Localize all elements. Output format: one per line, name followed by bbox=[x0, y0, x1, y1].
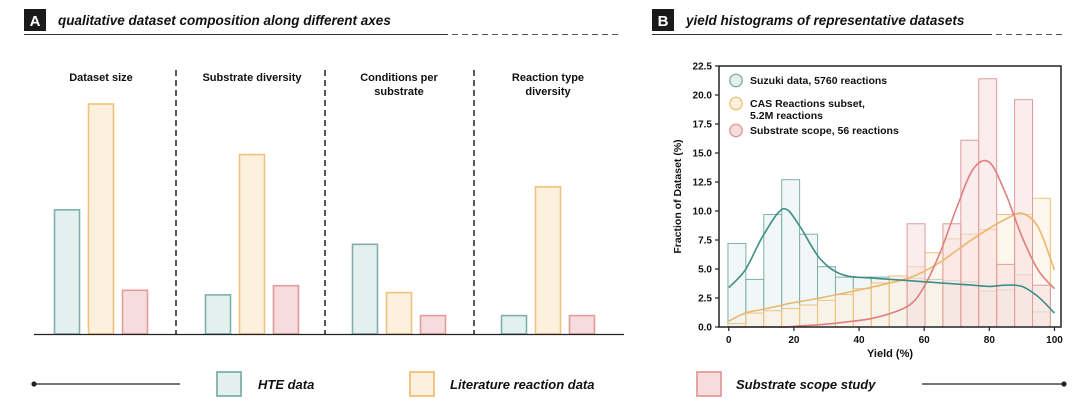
panel-a-letter-box bbox=[24, 9, 46, 31]
hist-bar-substrate-16 bbox=[996, 263, 1016, 328]
legend-swatch-hte bbox=[216, 371, 242, 397]
hist-bar-literature-3 bbox=[763, 310, 783, 328]
bar-hte-4 bbox=[500, 314, 528, 335]
hist-bar-literature-10 bbox=[888, 275, 908, 328]
panel-a-bars bbox=[53, 103, 596, 335]
hist-bar-literature-9 bbox=[870, 282, 890, 328]
panel-b-xlabel: Yield (%) bbox=[867, 348, 913, 360]
x-tick-label-1: 0 bbox=[726, 335, 732, 346]
bar-literature-4 bbox=[534, 186, 562, 335]
legend-label-literature-line-1: CAS Reactions subset, bbox=[750, 98, 865, 110]
legend-marker-substrate bbox=[729, 123, 743, 138]
bar-hte-3 bbox=[351, 243, 379, 335]
x-tick-label-4: 60 bbox=[919, 335, 931, 346]
y-tick-label-5: 10.0 bbox=[693, 207, 713, 218]
kde-curve-suzuki bbox=[728, 207, 1056, 314]
panel-b-ticks: 0 20 40 60 80 100 0.0 2.5 5.0 7.5 10.0 12.5 15.0 17.5… bbox=[693, 62, 1064, 347]
panel-b-letter-box bbox=[652, 9, 674, 31]
y-tick-label-4: 7.5 bbox=[698, 236, 712, 247]
legend-label-hte: Suzuki data, 5760 reactions bbox=[750, 75, 887, 87]
bar-hte-1 bbox=[53, 209, 81, 335]
y-tick-label-10: 22.5 bbox=[693, 62, 713, 73]
y-tick-label-3: 5.0 bbox=[698, 265, 712, 276]
panel-b-chart: 0 20 40 60 80 100 0.0 2.5 5.0 7.5 10.0 12.5 15.0 17.5… bbox=[672, 62, 1063, 361]
panel-a-category-labels: Dataset size Substrate diversity Condition… bbox=[69, 72, 584, 98]
panel-b-letter: B bbox=[658, 13, 669, 30]
category-label-4-line-2: diversity bbox=[525, 86, 571, 98]
bar-hte-2 bbox=[204, 294, 232, 335]
legend-marker-hte bbox=[729, 73, 743, 88]
hist-bar-literature-5 bbox=[799, 304, 819, 328]
hist-bar-literature-4 bbox=[781, 307, 801, 328]
y-tick-label-7: 15.0 bbox=[693, 149, 713, 160]
bar-literature-1 bbox=[87, 103, 115, 335]
legend-label-substrate: Substrate scope study bbox=[736, 377, 876, 392]
bar-substrate-2 bbox=[272, 284, 300, 335]
hist-bar-literature-12 bbox=[924, 252, 944, 328]
y-tick-label-2: 2.5 bbox=[698, 294, 712, 305]
y-tick-label-1: 0.0 bbox=[698, 323, 712, 334]
category-label-3-line-2: substrate bbox=[374, 86, 424, 98]
legend-swatch-substrate bbox=[696, 371, 722, 397]
bottom-legend: HTE data Literature reaction data Substr… bbox=[31, 371, 1067, 397]
legend-label-literature-line-2: 5.2M reactions bbox=[750, 110, 823, 122]
legend-label-substrate: Substrate scope, 56 reactions bbox=[750, 125, 899, 137]
category-label-4-line-1: Reaction type bbox=[512, 72, 584, 84]
panel-b-ylabel: Fraction of Dataset (%) bbox=[672, 139, 684, 253]
legend-label-literature: Literature reaction data bbox=[450, 377, 595, 392]
panel-b-title: yield histograms of representative datas… bbox=[685, 13, 965, 28]
x-tick-label-2: 20 bbox=[788, 335, 800, 346]
bar-literature-3 bbox=[385, 291, 413, 335]
bar-substrate-3 bbox=[419, 314, 447, 335]
bar-substrate-1 bbox=[121, 289, 149, 335]
category-label-2: Substrate diversity bbox=[202, 72, 302, 84]
kde-curve-cas bbox=[728, 212, 1056, 322]
x-tick-label-3: 40 bbox=[853, 335, 865, 346]
x-tick-label-5: 80 bbox=[984, 335, 996, 346]
legend-dot-left bbox=[31, 381, 37, 387]
legend-dot-right bbox=[1061, 381, 1067, 387]
panel-a-letter: A bbox=[30, 13, 41, 30]
hist-bar-substrate-14 bbox=[960, 139, 980, 328]
y-tick-label-6: 12.5 bbox=[693, 178, 713, 189]
bar-substrate-4 bbox=[568, 314, 596, 335]
bar-literature-2 bbox=[238, 153, 266, 335]
legend-swatch-literature bbox=[409, 371, 435, 397]
category-label-1: Dataset size bbox=[69, 72, 133, 84]
legend-label-hte: HTE data bbox=[258, 377, 314, 392]
legend-marker-literature bbox=[729, 96, 743, 111]
panel-b-legend: Suzuki data, 5760 reactions CAS Reactions… bbox=[729, 73, 899, 138]
y-tick-label-9: 20.0 bbox=[693, 91, 713, 102]
panel-a-header: A qualitative dataset composition along … bbox=[24, 9, 622, 35]
panel-a-dividers bbox=[175, 70, 475, 334]
hist-bar-substrate-15 bbox=[978, 78, 998, 328]
panel-a-chart: Dataset size Substrate diversity Condition… bbox=[34, 70, 624, 336]
panel-b-plot-frame bbox=[718, 65, 1062, 328]
hist-bar-literature-2 bbox=[745, 312, 765, 328]
y-tick-label-8: 17.5 bbox=[693, 120, 713, 131]
category-label-3-line-1: Conditions per bbox=[360, 72, 438, 84]
x-tick-label-6: 100 bbox=[1046, 335, 1063, 346]
panel-a-title: qualitative dataset composition along di… bbox=[58, 13, 391, 28]
panel-b-header: B yield histograms of representative dat… bbox=[652, 9, 1064, 35]
